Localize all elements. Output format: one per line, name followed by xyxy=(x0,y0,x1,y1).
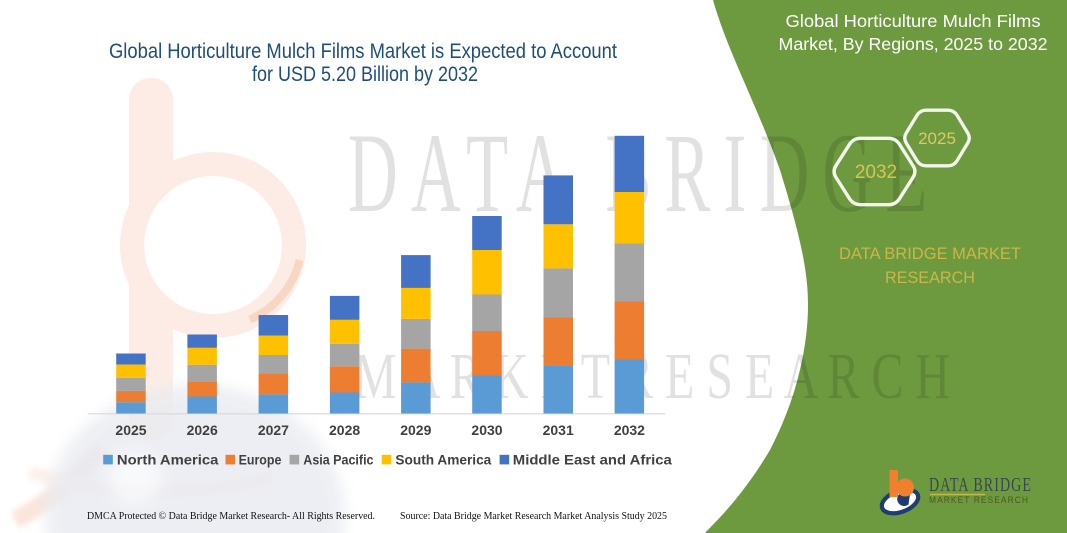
svg-text:2026: 2026 xyxy=(187,422,218,438)
svg-text:Middle East and Africa: Middle East and Africa xyxy=(513,453,673,468)
svg-text:South America: South America xyxy=(395,453,491,468)
svg-text:Global Horticulture Mulch Film: Global Horticulture Mulch Films Market i… xyxy=(109,40,617,63)
svg-text:Global Horticulture Mulch Film: Global Horticulture Mulch Films xyxy=(786,11,1041,31)
svg-text:DMCA Protected © Data Bridge M: DMCA Protected © Data Bridge Market Rese… xyxy=(87,511,375,522)
svg-text:RESEARCH: RESEARCH xyxy=(885,268,975,287)
svg-text:M A R K E T R E S E A R C H: M A R K E T R E S E A R C H xyxy=(354,340,950,413)
svg-text:2031: 2031 xyxy=(543,422,574,438)
svg-text:2032: 2032 xyxy=(855,162,897,183)
svg-text:2028: 2028 xyxy=(329,422,360,438)
svg-text:2029: 2029 xyxy=(400,422,431,438)
svg-text:2025: 2025 xyxy=(918,129,956,148)
svg-text:Market, By Regions, 2025 to 20: Market, By Regions, 2025 to 2032 xyxy=(779,34,1048,54)
svg-text:DATA BRIDGE MARKET: DATA BRIDGE MARKET xyxy=(839,244,1021,263)
svg-text:Europe: Europe xyxy=(239,453,282,468)
svg-text:Source: Data Bridge Market Res: Source: Data Bridge Market Research Mark… xyxy=(400,511,667,522)
svg-text:2032: 2032 xyxy=(614,422,645,438)
svg-text:MARKET RESEARCH: MARKET RESEARCH xyxy=(929,495,1029,506)
svg-text:DATA BRIDGE: DATA BRIDGE xyxy=(348,112,940,236)
svg-text:North America: North America xyxy=(117,453,219,468)
svg-text:DATA BRIDGE: DATA BRIDGE xyxy=(929,475,1032,496)
svg-text:2025: 2025 xyxy=(115,422,146,438)
svg-text:for USD 5.20 Billion by 2032: for USD 5.20 Billion by 2032 xyxy=(252,63,478,86)
svg-text:Asia Pacific: Asia Pacific xyxy=(303,453,374,468)
svg-text:2027: 2027 xyxy=(258,422,289,438)
svg-text:2030: 2030 xyxy=(471,422,502,438)
